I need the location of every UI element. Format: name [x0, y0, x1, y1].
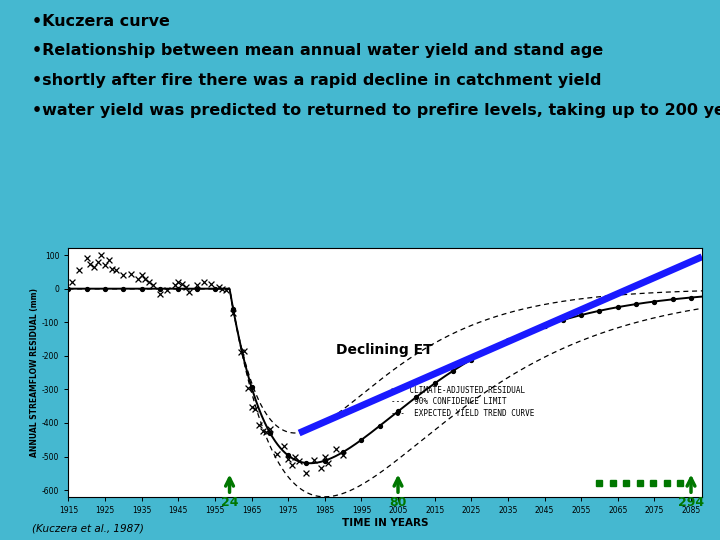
- Point: [184, 288, 195, 296]
- Point: [92, 258, 104, 266]
- Point: [338, 451, 349, 460]
- Point: [198, 278, 210, 286]
- Point: [282, 455, 294, 463]
- Point: [330, 445, 341, 454]
- Point: [110, 266, 122, 274]
- Point: [286, 461, 297, 469]
- Point: [289, 453, 301, 461]
- Text: •water yield was predicted to returned to prefire levels, taking up to 200 years: •water yield was predicted to returned t…: [32, 103, 720, 118]
- Y-axis label: ANNUAL STREAMFLOW RESIDUAL (mm): ANNUAL STREAMFLOW RESIDUAL (mm): [30, 288, 39, 457]
- Point: [154, 289, 166, 298]
- Point: [217, 285, 228, 293]
- Point: [264, 425, 276, 434]
- Point: [235, 348, 246, 356]
- Point: [132, 274, 144, 283]
- Text: •shortly after fire there was a rapid decline in catchment yield: •shortly after fire there was a rapid de…: [32, 73, 602, 88]
- Point: [117, 271, 129, 280]
- Point: [246, 403, 257, 411]
- Point: [81, 254, 92, 263]
- X-axis label: TIME IN YEARS: TIME IN YEARS: [342, 518, 428, 528]
- Point: [143, 278, 155, 286]
- Point: [323, 458, 334, 467]
- Point: [253, 421, 265, 430]
- Point: [191, 281, 202, 289]
- Point: [257, 427, 269, 435]
- Text: ---  90% CONFIDENCE LIMIT: --- 90% CONFIDENCE LIMIT: [391, 397, 506, 407]
- Point: [220, 286, 232, 295]
- Point: [271, 450, 283, 458]
- Point: [99, 261, 111, 269]
- Point: [315, 464, 327, 473]
- Point: [107, 264, 118, 273]
- Point: [293, 457, 305, 466]
- Point: [261, 428, 272, 437]
- Point: [308, 455, 320, 464]
- Point: [180, 282, 192, 291]
- Text: 80: 80: [390, 496, 407, 509]
- Point: [89, 262, 100, 271]
- Text: •Kuczera curve: •Kuczera curve: [32, 14, 170, 29]
- Point: [73, 266, 85, 274]
- Point: [125, 269, 136, 278]
- Point: [238, 346, 250, 355]
- Point: [147, 281, 158, 289]
- Point: [169, 281, 181, 289]
- Point: [136, 271, 148, 280]
- Point: [161, 286, 173, 295]
- Point: [173, 278, 184, 286]
- Point: [279, 441, 290, 450]
- Point: [103, 256, 114, 265]
- Point: [205, 279, 217, 288]
- Point: [319, 453, 330, 462]
- Text: 294: 294: [678, 496, 704, 509]
- Text: 24: 24: [221, 496, 238, 509]
- Point: [96, 251, 107, 259]
- Point: [242, 384, 253, 393]
- Point: [213, 282, 225, 291]
- Text: x   CLIMATE-ADJUSTED RESIDUAL: x CLIMATE-ADJUSTED RESIDUAL: [391, 386, 525, 395]
- Point: [301, 469, 312, 477]
- Text: -●-  EXPECTED YIELD TREND CURVE: -●- EXPECTED YIELD TREND CURVE: [391, 409, 534, 418]
- Point: [140, 274, 151, 283]
- Text: •Relationship between mean annual water yield and stand age: •Relationship between mean annual water …: [32, 43, 603, 58]
- Point: [85, 259, 96, 268]
- Point: [249, 404, 261, 413]
- Point: [228, 308, 239, 317]
- Point: [176, 279, 188, 288]
- Text: (Kuczera et al., 1987): (Kuczera et al., 1987): [32, 524, 144, 534]
- Text: Declining ET: Declining ET: [336, 343, 433, 357]
- Point: [66, 278, 78, 286]
